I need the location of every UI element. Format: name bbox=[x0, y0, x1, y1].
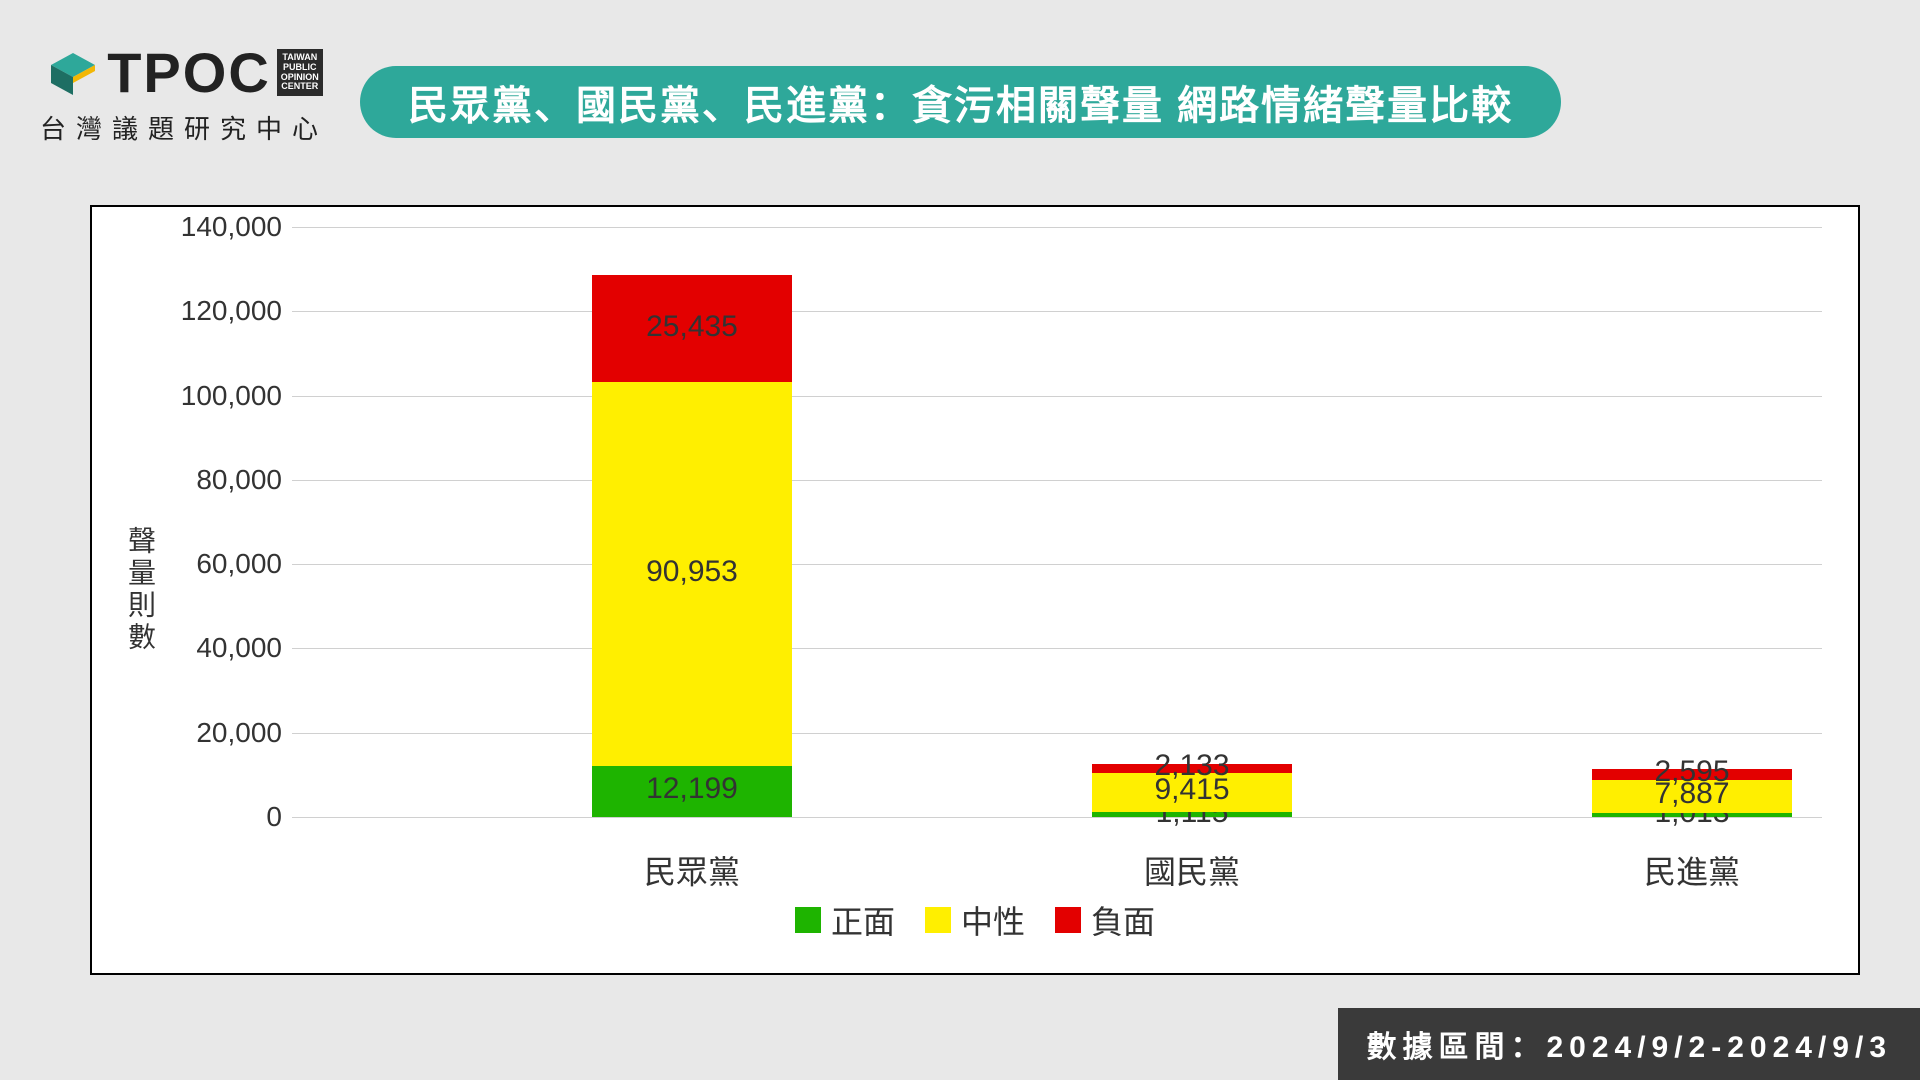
bar-value-label: 2,595 bbox=[1542, 755, 1842, 789]
y-tick-label: 100,000 bbox=[142, 380, 282, 412]
page-title: 民眾黨、國民黨、民進黨：貪污相關聲量 網路情緒聲量比較 bbox=[360, 66, 1561, 138]
y-tick-label: 140,000 bbox=[142, 211, 282, 243]
gridline bbox=[292, 311, 1822, 312]
logo-badge-line: CENTER bbox=[281, 82, 319, 92]
logo-badge: TAIWAN PUBLIC OPINION CENTER bbox=[277, 49, 323, 97]
y-tick-label: 80,000 bbox=[142, 464, 282, 496]
footer-date-range: 數據區間：2024/9/2-2024/9/3 bbox=[1338, 1008, 1920, 1080]
y-tick-label: 60,000 bbox=[142, 548, 282, 580]
x-category-label: 民眾黨 bbox=[592, 847, 792, 893]
gridline bbox=[292, 227, 1822, 228]
legend-swatch-icon bbox=[795, 907, 821, 933]
legend-swatch-icon bbox=[1055, 907, 1081, 933]
x-category-label: 國民黨 bbox=[1092, 847, 1292, 893]
y-tick-label: 20,000 bbox=[142, 717, 282, 749]
plot-area: 020,00040,00060,00080,000100,000120,0001… bbox=[292, 227, 1822, 817]
y-tick-label: 120,000 bbox=[142, 295, 282, 327]
gridline bbox=[292, 733, 1822, 734]
y-tick-label: 40,000 bbox=[142, 632, 282, 664]
y-tick-label: 0 bbox=[142, 801, 282, 833]
gridline bbox=[292, 648, 1822, 649]
logo-row: TPOC TAIWAN PUBLIC OPINION CENTER bbox=[45, 40, 323, 105]
gridline bbox=[292, 396, 1822, 397]
chart-container: 聲量則數 020,00040,00060,00080,000100,000120… bbox=[90, 205, 1860, 975]
legend: 正面 中性 負面 bbox=[92, 897, 1858, 943]
logo-block: TPOC TAIWAN PUBLIC OPINION CENTER 台灣議題研究… bbox=[40, 40, 328, 146]
legend-label: 中性 bbox=[961, 897, 1025, 943]
legend-label: 負面 bbox=[1091, 897, 1155, 943]
logo-mark-icon bbox=[45, 45, 101, 101]
bar-value-label: 12,199 bbox=[542, 772, 842, 806]
logo-text: TPOC bbox=[107, 40, 271, 105]
gridline bbox=[292, 564, 1822, 565]
gridline bbox=[292, 480, 1822, 481]
legend-item-negative: 負面 bbox=[1055, 897, 1155, 943]
bar-value-label: 90,953 bbox=[542, 555, 842, 589]
bar-value-label: 2,133 bbox=[1042, 749, 1342, 783]
logo-subtitle: 台灣議題研究中心 bbox=[40, 109, 328, 146]
legend-swatch-icon bbox=[925, 907, 951, 933]
x-category-label: 民進黨 bbox=[1592, 847, 1792, 893]
bar-value-label: 25,435 bbox=[542, 310, 842, 344]
legend-item-positive: 正面 bbox=[795, 897, 895, 943]
legend-label: 正面 bbox=[831, 897, 895, 943]
legend-item-neutral: 中性 bbox=[925, 897, 1025, 943]
